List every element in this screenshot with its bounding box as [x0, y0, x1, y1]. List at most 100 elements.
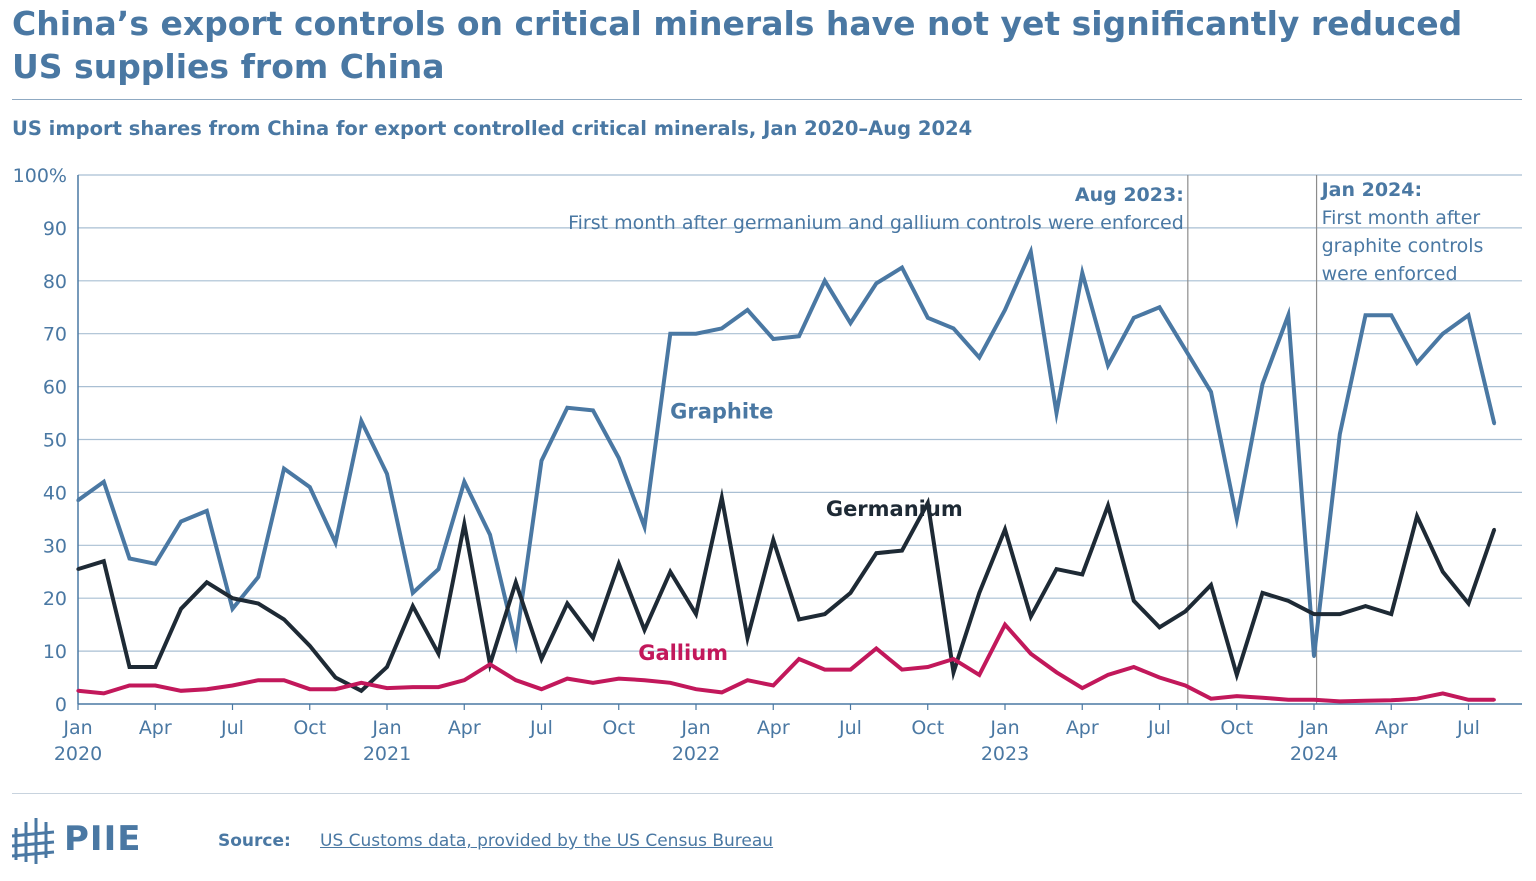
data-point: [874, 551, 878, 555]
data-point: [359, 689, 363, 693]
series-points-graphite: [76, 250, 1496, 658]
x-tick-month: Oct: [602, 717, 635, 739]
x-tick-month: Jul: [838, 717, 862, 739]
labels: Aug 2023: First month after germanium and…: [568, 179, 1483, 665]
y-tick-label: 100%: [13, 165, 67, 187]
series-lines: [76, 244, 1497, 704]
data-point: [591, 408, 595, 413]
data-point: [308, 687, 312, 691]
data-point: [308, 485, 312, 489]
data-point: [1106, 504, 1110, 508]
data-point: [617, 677, 621, 681]
x-tick-month: Jan: [371, 717, 401, 739]
y-tick-label: 50: [43, 430, 67, 452]
data-point: [230, 607, 235, 611]
data-point: [745, 636, 750, 640]
data-point: [1183, 347, 1187, 352]
data-point: [1441, 570, 1445, 574]
data-point: [514, 580, 518, 584]
data-point: [565, 601, 569, 606]
x-tick-month: Jul: [1456, 717, 1480, 739]
data-point: [76, 689, 80, 693]
data-point: [1415, 697, 1419, 701]
data-point: [1235, 517, 1239, 521]
series-points-germanium: [76, 496, 1496, 693]
data-point: [179, 519, 183, 524]
data-point: [1389, 698, 1393, 702]
x-tick-month: Apr: [1375, 717, 1408, 739]
data-point: [1260, 696, 1265, 700]
data-point: [1338, 612, 1342, 616]
data-point: [1029, 250, 1033, 254]
footer-divider: [12, 793, 1522, 794]
y-tick-label: 60: [43, 377, 67, 399]
data-point: [642, 525, 647, 529]
source-link[interactable]: US Customs data, provided by the US Cens…: [320, 831, 774, 851]
data-point: [874, 281, 878, 286]
data-point: [1209, 697, 1213, 701]
annotation-text: graphite controls: [1322, 235, 1484, 257]
data-point: [76, 567, 80, 571]
series-label: Germanium: [826, 497, 963, 521]
data-point: [308, 644, 312, 648]
data-point: [1415, 514, 1419, 518]
data-point: [745, 308, 750, 312]
data-point: [1312, 612, 1316, 616]
x-tick-month: Apr: [757, 717, 790, 739]
data-point: [823, 612, 827, 616]
data-point: [1441, 691, 1445, 696]
x-tick-month: Oct: [911, 717, 944, 739]
annotation-text: were enforced: [1322, 263, 1458, 285]
data-point: [565, 677, 569, 681]
data-point: [1466, 698, 1471, 702]
data-point: [1157, 305, 1162, 309]
data-point: [488, 533, 492, 537]
series-points-gallium: [76, 623, 1496, 703]
x-tick-month: Apr: [139, 717, 172, 739]
data-point: [1363, 604, 1368, 608]
piie-logo-text: PIIE: [64, 819, 142, 859]
data-point: [565, 406, 569, 410]
data-point: [333, 687, 338, 691]
data-point: [1209, 583, 1213, 587]
data-point: [1029, 652, 1033, 656]
data-point: [951, 670, 956, 674]
x-tick-year: 2022: [672, 743, 720, 765]
data-point: [282, 678, 286, 682]
data-point: [1312, 698, 1316, 702]
data-point: [1132, 599, 1136, 603]
data-point: [1415, 361, 1419, 365]
data-point: [1080, 686, 1084, 690]
x-tick-month: Jan: [989, 717, 1019, 739]
data-point: [1441, 332, 1445, 336]
data-point: [1338, 432, 1342, 436]
data-point: [333, 675, 338, 680]
data-point: [488, 662, 492, 666]
data-point: [926, 501, 930, 505]
data-point: [1183, 609, 1187, 614]
data-point: [102, 559, 106, 563]
data-point: [771, 337, 775, 341]
data-point: [668, 681, 672, 685]
x-tick-month: Jul: [1147, 717, 1171, 739]
data-point: [514, 641, 518, 645]
data-point: [900, 548, 904, 553]
data-point: [1389, 313, 1393, 317]
data-point: [1054, 567, 1059, 571]
data-point: [359, 419, 363, 423]
x-tick-year: 2024: [1290, 743, 1338, 765]
data-point: [1466, 601, 1471, 606]
data-point: [1003, 308, 1007, 312]
x-tick-month: Jan: [1298, 717, 1328, 739]
data-point: [1312, 654, 1316, 658]
data-point: [642, 628, 647, 632]
annotation-title: Aug 2023:: [1075, 184, 1184, 206]
data-point: [1054, 411, 1059, 415]
series-line-gallium: [77, 621, 1495, 704]
data-point: [1157, 625, 1162, 629]
data-point: [1492, 698, 1496, 702]
data-point: [1286, 599, 1290, 603]
data-point: [1106, 363, 1110, 368]
data-point: [797, 617, 801, 621]
